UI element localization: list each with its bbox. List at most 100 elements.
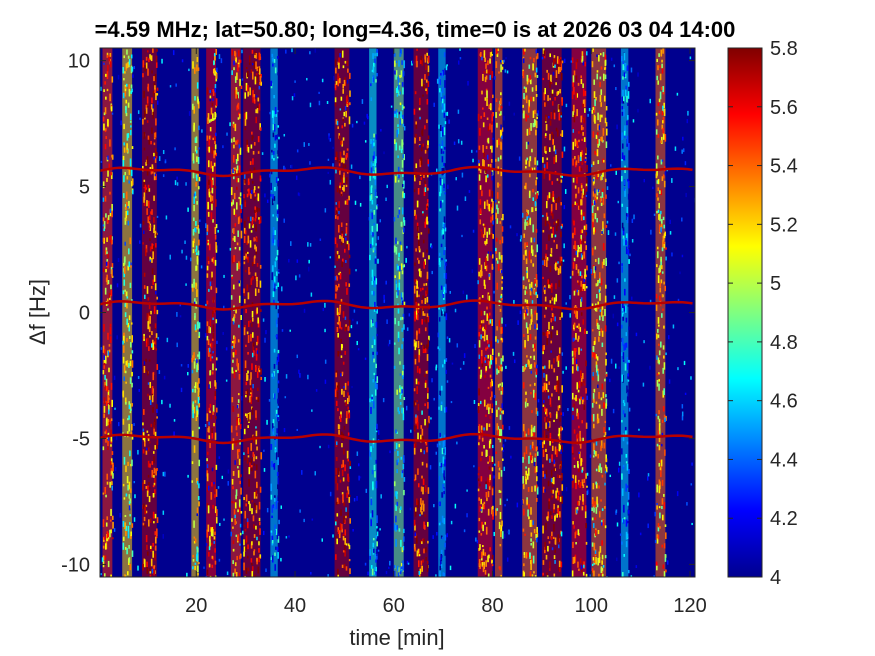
noise-speck [212,504,214,509]
noise-speck [149,315,151,324]
noise-speck [210,161,213,169]
noise-speck [255,416,257,421]
noise-speck [488,479,491,483]
noise-speck [393,342,396,345]
noise-speck [253,534,256,538]
noise-speck [543,314,546,318]
noise-speck [661,498,664,505]
noise-speck [561,444,563,453]
noise-speck [336,286,339,291]
noise-speck [254,470,257,479]
noise-speck [198,387,200,393]
noise-speck [591,414,594,422]
noise-speck [522,484,525,490]
noise-speck [627,249,630,256]
noise-speck [526,216,528,221]
noise-speck [656,504,658,510]
noise-speck [131,335,133,343]
noise-speck [128,84,131,92]
noise-speck [275,113,278,117]
noise-speck [335,519,337,523]
noise-speck [107,170,109,177]
noise-speck [625,531,628,540]
noise-speck [124,574,126,577]
noise-speck [620,55,623,62]
noise-speck [153,418,156,425]
noise-speck [342,65,345,69]
noise-speck [571,446,574,454]
noise-speck [129,498,132,504]
noise-speck [393,245,396,253]
noise-speck [156,87,159,91]
noise-speck [371,140,374,149]
noise-speck [489,319,492,324]
noise-speck [148,302,151,310]
noise-speck [247,292,250,300]
noise-speck [523,254,525,260]
noise-speck [422,84,425,89]
noise-speck [348,412,351,419]
noise-speck [257,317,260,324]
noise-speck [336,243,338,248]
noise-speck [376,49,378,53]
noise-speck [257,566,260,574]
noise-speck [440,131,443,138]
noise-speck [529,519,532,527]
noise-speck [421,511,423,515]
noise-speck [109,419,112,424]
noise-speck [602,188,604,194]
noise-speck [599,546,602,553]
noise-speck [370,194,373,200]
noise-speck [102,492,105,495]
noise-speck [530,392,532,395]
noise-speck [550,226,552,229]
noise-speck [322,308,325,312]
noise-speck [598,315,601,321]
noise-speck [257,319,260,328]
noise-speck [658,98,661,103]
noise-speck [251,219,254,226]
noise-speck [655,413,658,417]
noise-speck [486,334,488,341]
noise-speck [133,481,136,484]
noise-speck [154,513,157,519]
noise-speck [398,347,400,355]
noise-speck [604,378,606,382]
noise-speck [252,88,255,91]
noise-speck [553,573,556,577]
noise-speck [237,466,239,469]
noise-speck [625,483,627,492]
interference-band [571,48,587,577]
noise-speck [194,385,196,388]
noise-speck [535,177,538,180]
noise-speck [550,204,553,212]
noise-speck [379,528,381,531]
noise-speck [597,418,600,424]
noise-speck [153,341,156,344]
noise-speck [506,557,509,562]
noise-speck [600,176,602,181]
noise-speck [545,434,548,440]
noise-speck [375,278,378,285]
noise-speck [556,378,559,386]
noise-speck [523,312,526,320]
noise-speck [249,378,252,386]
noise-speck [272,265,274,272]
noise-speck [445,369,448,374]
noise-speck [340,355,343,358]
noise-speck [575,193,577,197]
noise-speck [435,574,437,577]
noise-speck [551,495,553,500]
noise-speck [656,355,658,360]
noise-speck [456,441,458,445]
noise-speck [522,113,525,119]
noise-speck [272,151,275,155]
noise-speck [214,141,216,145]
noise-speck [253,341,255,347]
noise-speck [583,383,586,386]
noise-speck [145,340,148,347]
noise-speck [523,508,525,516]
noise-speck [556,91,558,96]
noise-speck [422,500,424,505]
noise-speck [480,320,483,324]
